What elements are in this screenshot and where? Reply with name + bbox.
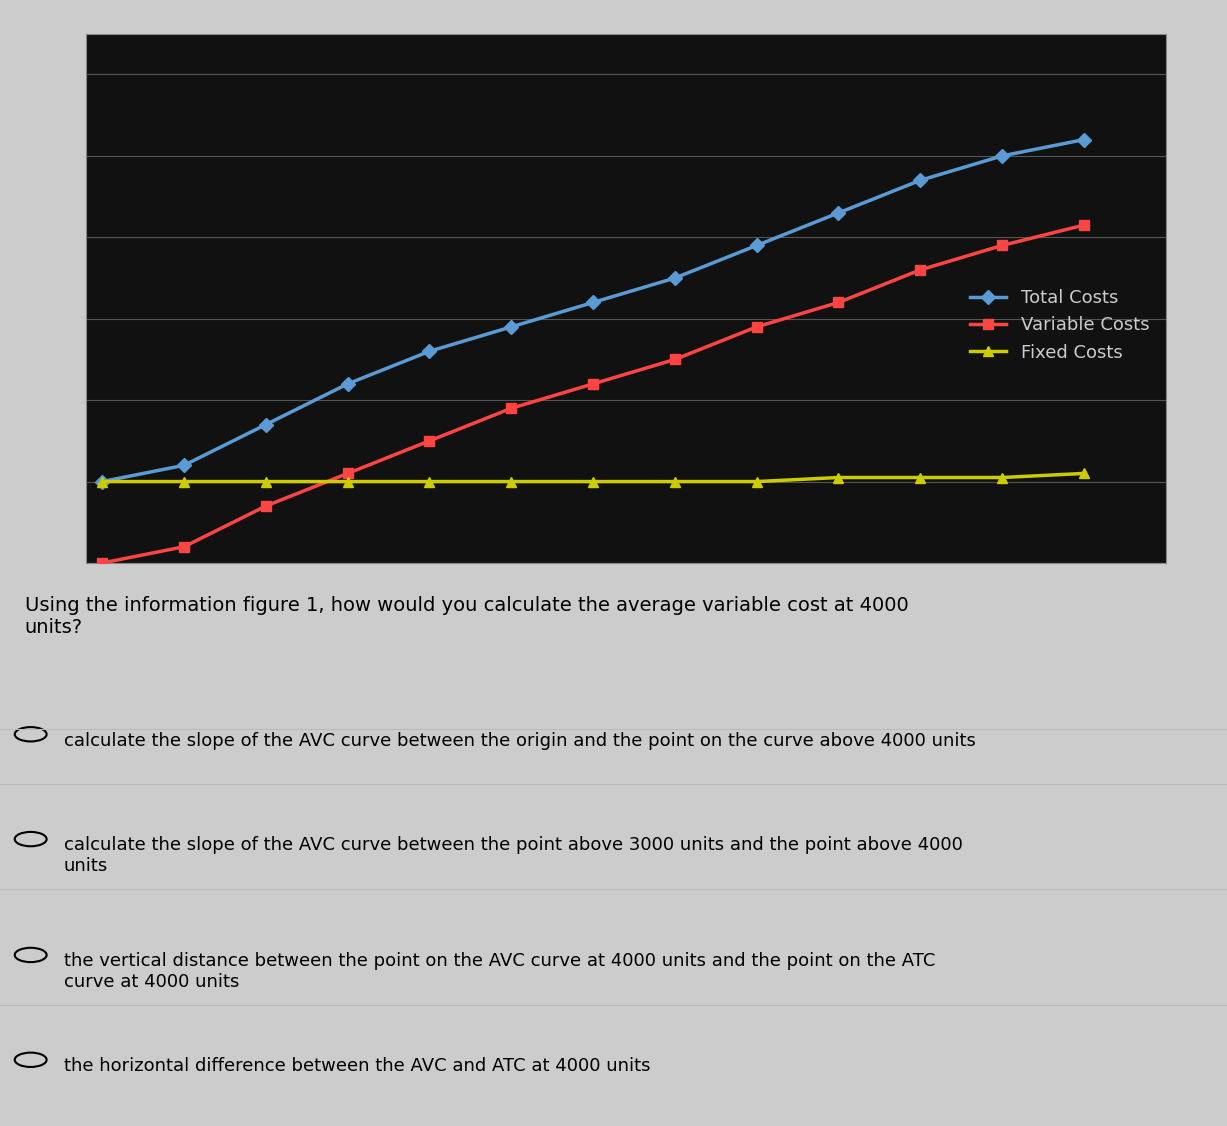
- Text: the horizontal difference between the AVC and ATC at 4000 units: the horizontal difference between the AV…: [64, 1057, 650, 1075]
- Text: calculate the slope of the AVC curve between the point above 3000 units and the : calculate the slope of the AVC curve bet…: [64, 837, 963, 875]
- Legend: Total Costs, Variable Costs, Fixed Costs: Total Costs, Variable Costs, Fixed Costs: [963, 283, 1157, 368]
- Text: Using the information figure 1, how would you calculate the average variable cos: Using the information figure 1, how woul…: [25, 597, 908, 637]
- Text: the vertical distance between the point on the AVC curve at 4000 units and the p: the vertical distance between the point …: [64, 953, 935, 991]
- Text: calculate the slope of the AVC curve between the origin and the point on the cur: calculate the slope of the AVC curve bet…: [64, 732, 975, 750]
